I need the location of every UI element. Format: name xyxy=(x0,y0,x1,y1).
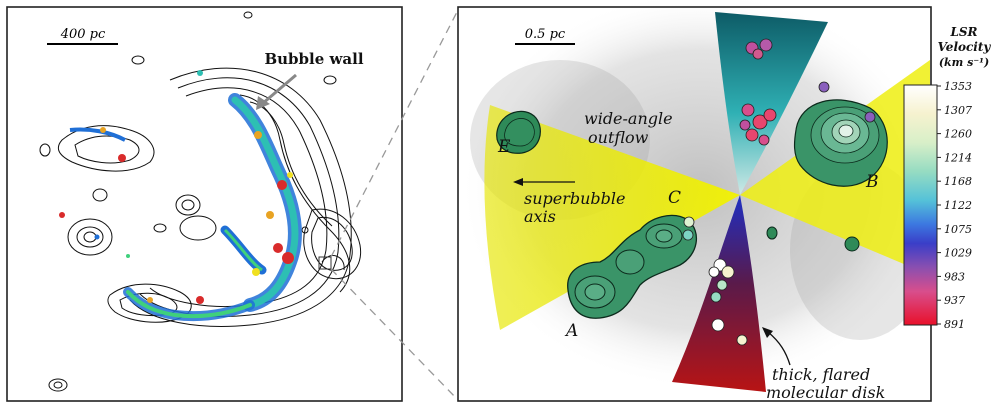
colorbar-tick-label: 1075 xyxy=(944,223,972,236)
bubble-wall-arrow xyxy=(261,73,297,106)
bubble-wall-label: Bubble wall xyxy=(264,50,363,68)
disk-arrowhead xyxy=(762,327,773,338)
colorbar-tick-label: 1214 xyxy=(944,151,972,164)
disk-label-line1: thick, flared xyxy=(772,365,870,384)
clump-label-a: A xyxy=(564,321,578,341)
small-clump xyxy=(844,236,860,252)
colorbar: LSR Velocity (km s⁻¹) 1353 1307 1260 1214 11… xyxy=(903,25,992,331)
disk-upper-half xyxy=(715,12,828,195)
disk-arrow xyxy=(767,331,791,366)
zoom-line-bottom xyxy=(330,268,459,401)
colorbar-tick-label: 1353 xyxy=(944,80,972,93)
zoom-box xyxy=(318,256,332,270)
colorbar-tick-label: 891 xyxy=(944,318,965,331)
colorbar-title-line3: (km s⁻¹) xyxy=(939,56,989,69)
right-scale-bar-label: 0.5 pc xyxy=(525,27,566,42)
outflow-label-line2: outflow xyxy=(588,128,649,147)
colorbar-tick-label: 1122 xyxy=(944,199,972,212)
clump-ca-chain xyxy=(567,214,698,319)
colorbar-tick-label: 983 xyxy=(944,270,965,283)
colorbar-tick-label: 1029 xyxy=(944,247,972,260)
colorbar-tick-label: 1260 xyxy=(944,128,972,141)
zoom-line-top xyxy=(330,9,459,258)
left-emission-peaks xyxy=(59,70,294,304)
colorbar-title-line2: Velocity xyxy=(938,40,992,54)
colorbar-tick-label: 937 xyxy=(944,294,965,307)
colorbar-tick-label: 1307 xyxy=(944,104,972,117)
clump-label-c: C xyxy=(668,188,681,208)
clump-e xyxy=(496,110,541,154)
left-panel: 400 pc xyxy=(6,6,403,402)
left-scale-bar-label: 400 pc xyxy=(60,27,106,42)
clump-label-e: E xyxy=(497,137,511,157)
outflow-cone-left xyxy=(484,105,740,330)
maser-spots xyxy=(682,38,876,346)
small-clump xyxy=(766,226,778,240)
colorbar-title-line1: LSR xyxy=(949,25,977,39)
axis-label-line1: superbubble xyxy=(524,189,626,208)
outflow-label-line1: wide-angle xyxy=(584,109,673,128)
superbubble-axis-arrowhead xyxy=(513,178,523,186)
colorbar-ticks: 1353 1307 1260 1214 1168 1122 1075 1029 983 937 89… xyxy=(937,80,972,331)
axis-label-line2: axis xyxy=(524,207,556,226)
colorbar-gradient xyxy=(903,84,938,326)
right-panel: 0.5 pc wide-angle outflow superbubble ax… xyxy=(457,0,940,402)
clump-label-b: B xyxy=(865,172,879,192)
disk-label-line2: molecular disk xyxy=(766,383,885,402)
colorbar-tick-label: 1168 xyxy=(944,175,972,188)
clump-b xyxy=(793,99,888,187)
bubble-wall-arrowhead xyxy=(256,96,270,110)
